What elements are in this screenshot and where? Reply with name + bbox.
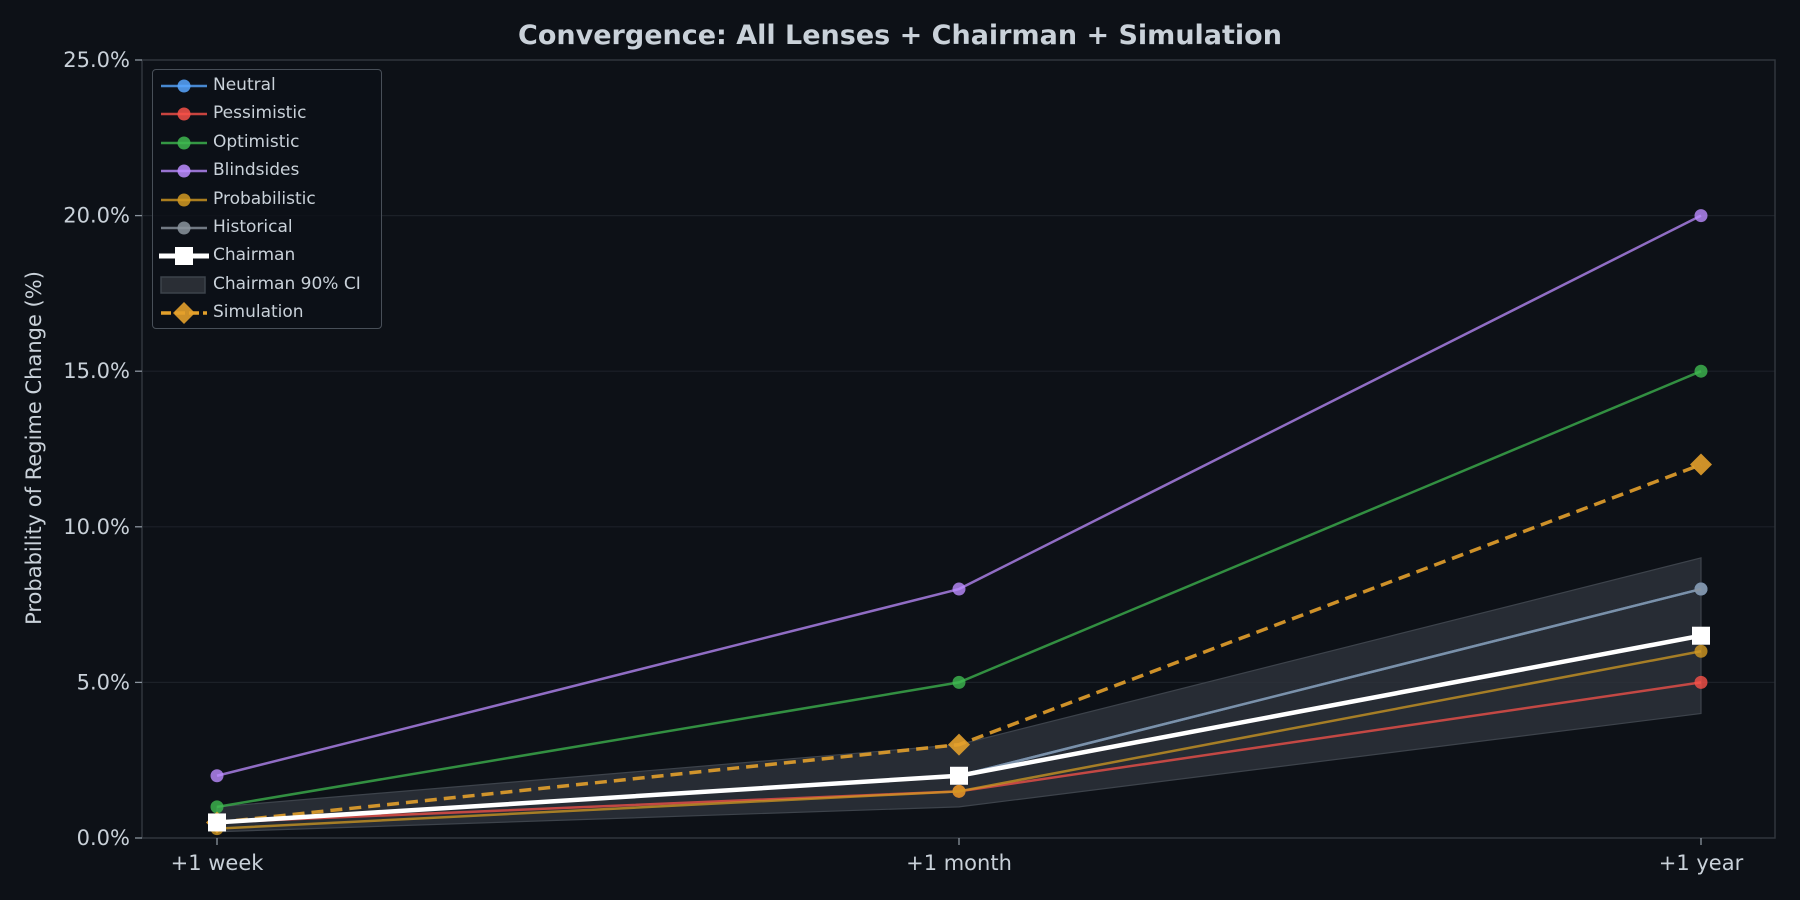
circle-marker-icon [161, 193, 207, 207]
series-chairman [208, 626, 1710, 832]
legend-item-optimistic: Optimistic [153, 130, 381, 156]
diamond-marker-icon [161, 302, 207, 325]
circle-marker-icon [161, 107, 207, 121]
legend-label: Pessimistic [213, 103, 307, 124]
legend-item-blindsides: Blindsides [153, 158, 381, 184]
circle-marker-icon [161, 136, 207, 150]
legend-label: Blindsides [213, 160, 300, 181]
y-axis-ticks: 0.0% 5.0% 10.0% 15.0% 20.0% 25.0% [63, 48, 142, 850]
legend-label: Simulation [213, 302, 304, 323]
legend-item-probabilistic: Probabilistic [153, 187, 381, 213]
legend-item-simulation: Simulation [153, 300, 381, 326]
legend-label: Historical [213, 217, 293, 237]
legend-item-historical: Historical [153, 215, 381, 241]
legend-item-chairman-ci: Chairman 90% CI [153, 272, 381, 298]
legend-item-pessimistic: Pessimistic [153, 101, 381, 127]
legend-item-chairman: Chairman [153, 243, 381, 269]
x-tick-label: +1 year [1659, 851, 1744, 875]
series-optimistic [210, 364, 1708, 814]
y-tick-label: 15.0% [63, 359, 130, 383]
x-axis-ticks: +1 week +1 month +1 year [171, 838, 1744, 875]
series-lines [206, 209, 1712, 836]
legend-label: Optimistic [213, 131, 300, 152]
y-tick-label: 0.0% [77, 826, 130, 850]
legend-label: Neutral [213, 75, 276, 95]
y-tick-label: 10.0% [63, 515, 130, 539]
square-marker-icon [159, 247, 209, 266]
y-tick-label: 5.0% [77, 670, 130, 694]
y-tick-label: 25.0% [63, 48, 130, 72]
legend-label: Chairman [213, 245, 296, 266]
legend-item-neutral: Neutral [153, 73, 381, 99]
x-tick-label: +1 week [171, 851, 265, 875]
chart-title: Convergence: All Lenses + Chairman + Sim… [518, 20, 1282, 51]
band-swatch-icon [160, 276, 206, 294]
x-tick-label: +1 month [906, 851, 1012, 875]
circle-marker-icon [161, 164, 207, 178]
circle-marker-icon [161, 79, 207, 93]
legend: Neutral Pessimistic Optimistic Blindside… [152, 69, 382, 329]
series-blindsides [210, 209, 1708, 783]
legend-label: Chairman 90% CI [213, 273, 361, 294]
y-tick-label: 20.0% [63, 204, 130, 228]
legend-label: Probabilistic [213, 188, 316, 209]
circle-marker-icon [161, 221, 207, 235]
